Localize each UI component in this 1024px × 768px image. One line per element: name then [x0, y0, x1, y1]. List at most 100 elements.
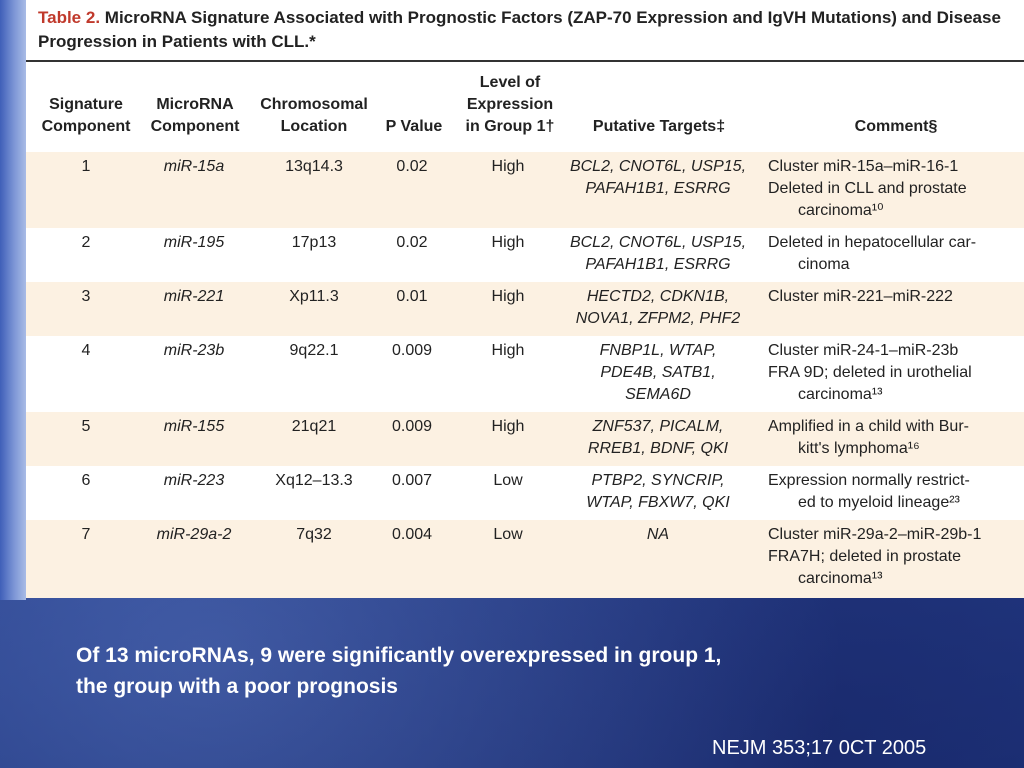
targets-line: NOVA1, ZFPM2, PHF2 [575, 310, 741, 327]
targets-line: PAFAH1B1, ESRRG [585, 180, 731, 197]
cell-comment: Amplified in a child with Bur-kitt's lym… [768, 416, 1018, 460]
cell-signature: 2 [81, 234, 91, 251]
caption-line-1: Of 13 microRNAs, 9 were significantly ov… [76, 644, 722, 667]
cell-comment: Cluster miR-29a-2–miR-29b-1 FRA7H; delete… [768, 524, 1018, 590]
cell-microrna: miR-23b [163, 342, 225, 359]
cell-targets: FNBP1L, WTAP, PDE4B, SATB1, SEMA6D [554, 340, 762, 406]
comment-line: Cluster miR-24-1–miR-23b [768, 342, 959, 359]
targets-line: FNBP1L, WTAP, [599, 342, 717, 359]
comment-line: FRA7H; deleted in prostate [768, 548, 961, 565]
cell-microrna: miR-195 [163, 234, 225, 251]
cell-level: Low [493, 472, 523, 489]
cell-targets: NA [554, 524, 762, 546]
cell-targets: PTBP2, SYNCRIP, WTAP, FBXW7, QKI [554, 470, 762, 514]
cell-chromosomal: 21q21 [291, 418, 337, 435]
cell-pvalue: 0.02 [396, 234, 428, 251]
cell-pvalue: 0.004 [391, 526, 433, 543]
table-row [26, 282, 1024, 336]
table-row [26, 336, 1024, 412]
comment-line: Cluster miR-29a-2–miR-29b-1 [768, 526, 982, 543]
cell-pvalue: 0.009 [391, 342, 433, 359]
cell-pvalue: 0.02 [396, 158, 428, 175]
comment-line: carcinoma¹³ [798, 386, 883, 403]
table-row [26, 228, 1024, 282]
citation: NEJM 353;17 0CT 2005 [712, 737, 927, 759]
comment-line: Expression normally restrict- [768, 472, 970, 489]
comment-line: Deleted in CLL and prostate [768, 180, 967, 197]
table-row [26, 520, 1024, 598]
comment-line: Cluster miR-221–miR-222 [768, 288, 953, 305]
cell-level: High [491, 342, 525, 359]
cell-comment: Cluster miR-24-1–miR-23b FRA 9D; deleted … [768, 340, 1018, 406]
targets-line: SEMA6D [625, 386, 691, 403]
cell-level: High [491, 158, 525, 175]
table-title-label: Table 2. [38, 8, 101, 27]
table-row [26, 152, 1024, 228]
cell-targets: ZNF537, PICALM, RREB1, BDNF, QKI [554, 416, 762, 460]
cell-targets: HECTD2, CDKN1B, NOVA1, ZFPM2, PHF2 [554, 286, 762, 330]
cell-signature: 3 [81, 288, 91, 305]
cell-chromosomal: 13q14.3 [285, 158, 343, 175]
cell-microrna: miR-155 [163, 418, 225, 435]
cell-chromosomal: Xq12–13.3 [275, 472, 353, 489]
header-microrna: MicroRNA Component [150, 96, 240, 135]
cell-level: High [491, 418, 525, 435]
table-title-text: MicroRNA Signature Associated with Progn… [38, 8, 1001, 51]
comment-line: kitt's lymphoma¹⁶ [798, 440, 920, 457]
cell-level: High [491, 288, 525, 305]
targets-line: PTBP2, SYNCRIP, [591, 472, 725, 489]
cell-comment: Cluster miR-15a–miR-16-1 Deleted in CLL a… [768, 156, 1018, 222]
left-decorative-strip [0, 0, 26, 600]
cell-chromosomal: 17p13 [291, 234, 337, 251]
cell-microrna: miR-29a-2 [156, 526, 232, 543]
comment-line: carcinoma¹³ [798, 570, 883, 587]
cell-chromosomal: Xp11.3 [289, 288, 339, 305]
header-targets: Putative Targets‡ [592, 118, 726, 135]
comment-line: Amplified in a child with Bur- [768, 418, 969, 435]
comment-line: ed to myeloid lineage²³ [798, 494, 960, 511]
cell-targets: BCL2, CNOT6L, USP15, PAFAH1B1, ESRRG [554, 232, 762, 276]
header-pvalue: P Value [385, 118, 443, 135]
table-row [26, 466, 1024, 520]
targets-line: BCL2, CNOT6L, USP15, [569, 158, 747, 175]
cell-microrna: miR-221 [163, 288, 225, 305]
header-top-rule [26, 60, 1024, 62]
cell-signature: 1 [81, 158, 91, 175]
targets-line: BCL2, CNOT6L, USP15, [569, 234, 747, 251]
targets-line: ZNF537, PICALM, [592, 418, 724, 435]
cell-pvalue: 0.009 [391, 418, 433, 435]
targets-line: NA [646, 526, 670, 543]
cell-chromosomal: 9q22.1 [289, 342, 339, 359]
cell-signature: 7 [81, 526, 91, 543]
cell-signature: 5 [81, 418, 91, 435]
header-signature: Signature Component [41, 96, 131, 135]
caption-line-2: the group with a poor prognosis [76, 675, 398, 698]
cell-microrna: miR-15a [163, 158, 225, 175]
comment-line: cinoma [798, 256, 850, 273]
cell-signature: 4 [81, 342, 91, 359]
targets-line: WTAP, FBXW7, QKI [586, 494, 730, 511]
table-row [26, 412, 1024, 466]
cell-chromosomal: 7q32 [296, 526, 332, 543]
cell-microrna: miR-223 [163, 472, 225, 489]
comment-line: Cluster miR-15a–miR-16-1 [768, 158, 959, 175]
cell-signature: 6 [81, 472, 91, 489]
header-level: Level of Expression in Group 1† [465, 74, 555, 135]
cell-comment: Cluster miR-221–miR-222 [768, 286, 1018, 308]
comment-line: Deleted in hepatocellular car- [768, 234, 977, 251]
cell-level: Low [493, 526, 523, 543]
header-chromosomal: Chromosomal Location [260, 96, 368, 135]
targets-line: HECTD2, CDKN1B, [586, 288, 730, 305]
table-panel: Table 2. MicroRNA Signature Associated w… [26, 0, 1024, 598]
cell-level: High [491, 234, 525, 251]
cell-comment: Deleted in hepatocellular car-cinoma [768, 232, 1018, 276]
cell-pvalue: 0.007 [391, 472, 433, 489]
cell-pvalue: 0.01 [396, 288, 428, 305]
targets-line: PAFAH1B1, ESRRG [585, 256, 731, 273]
targets-line: PDE4B, SATB1, [600, 364, 716, 381]
slide-caption: Of 13 microRNAs, 9 were significantly ov… [76, 640, 956, 702]
targets-line: RREB1, BDNF, QKI [587, 440, 729, 457]
cell-targets: BCL2, CNOT6L, USP15, PAFAH1B1, ESRRG [554, 156, 762, 200]
comment-line: FRA 9D; deleted in urothelial [768, 364, 972, 381]
table-title: Table 2. MicroRNA Signature Associated w… [38, 6, 1013, 54]
